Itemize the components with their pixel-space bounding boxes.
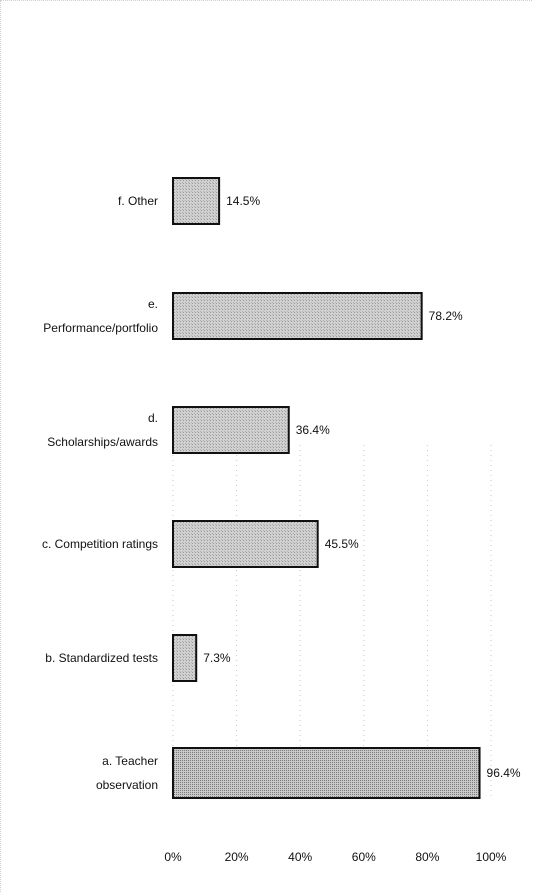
grid-lines <box>172 445 492 800</box>
category-label-a-line-2: observation <box>96 778 158 792</box>
x-tick-label-20: 20% <box>225 850 249 864</box>
value-label-d: 36.4% <box>296 423 330 437</box>
x-tick-label-0: 0% <box>164 850 182 864</box>
x-tick-label-60: 60% <box>352 850 376 864</box>
bars-group <box>172 177 481 799</box>
category-label-a-line-1: a. Teacher <box>102 754 158 768</box>
value-label-b: 7.3% <box>203 651 231 665</box>
category-labels: a. Teacher observation b. Standardized tes… <box>42 194 158 792</box>
value-label-c: 45.5% <box>325 537 359 551</box>
category-label-e-line-2: Performance/portfolio <box>43 321 158 335</box>
bar-b <box>172 634 198 682</box>
bar-c <box>172 520 319 568</box>
category-label-d-line-1: d. <box>148 411 158 425</box>
value-label-e: 78.2% <box>429 309 463 323</box>
value-labels: 96.4% 7.3% 45.5% 36.4% 78.2% 14.5% <box>203 194 521 780</box>
bar-f <box>172 177 221 225</box>
category-label-c-line-1: c. Competition ratings <box>42 537 158 551</box>
value-label-f: 14.5% <box>226 194 260 208</box>
x-axis-tick-labels: 0% 20% 40% 60% 80% 100% <box>164 850 506 864</box>
category-label-e-line-1: e. <box>148 297 158 311</box>
x-tick-label-40: 40% <box>288 850 312 864</box>
category-label-f-line-1: f. Other <box>118 194 158 208</box>
bar-d <box>172 406 290 454</box>
x-tick-label-100: 100% <box>476 850 507 864</box>
bar-a <box>172 747 481 799</box>
category-label-b-line-1: b. Standardized tests <box>45 651 158 665</box>
x-tick-label-80: 80% <box>415 850 439 864</box>
category-label-d-line-2: Scholarships/awards <box>47 435 158 449</box>
bar-e <box>172 292 423 340</box>
value-label-a: 96.4% <box>487 766 521 780</box>
